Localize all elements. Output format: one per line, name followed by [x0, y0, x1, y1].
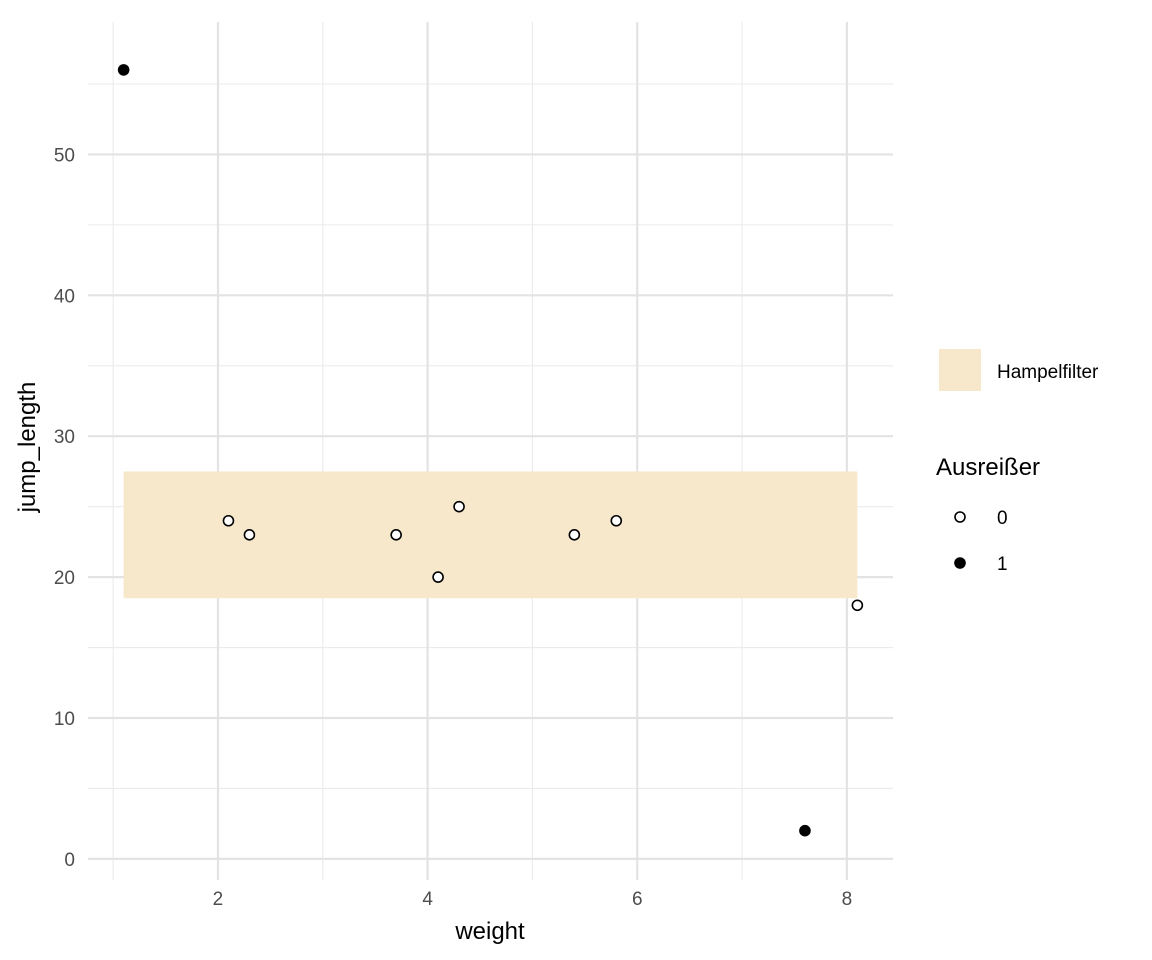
x-tick-label: 6 — [632, 889, 643, 910]
inlier-point — [243, 529, 256, 541]
y-tick-label: 50 — [54, 145, 75, 166]
inlier-point — [610, 514, 623, 527]
legend-band-label: Hampelfilter — [997, 362, 1099, 383]
x-tick-label: 8 — [842, 889, 853, 910]
inlier-point — [851, 599, 864, 612]
inlier-point — [568, 529, 581, 541]
legend: Hampelfilter Ausreißer 0 1 — [936, 349, 1099, 575]
y-tick-label: 10 — [54, 709, 75, 730]
legend-label-1: 1 — [997, 554, 1008, 575]
inlier-point — [453, 500, 465, 513]
y-tick-label: 40 — [54, 286, 75, 307]
hampel-band-layer — [123, 471, 858, 599]
legend-label-0: 0 — [997, 508, 1008, 529]
inlier-point — [222, 514, 235, 527]
y-tick-label: 0 — [64, 850, 75, 871]
x-tick-labels: 2 4 6 8 — [213, 889, 852, 910]
legend-key-1-icon — [954, 557, 966, 569]
legend-key-0-icon — [954, 511, 966, 523]
x-tick-label: 2 — [213, 889, 224, 910]
grid-lines — [88, 22, 893, 880]
legend-title: Ausreißer — [936, 454, 1040, 481]
inlier-point — [432, 571, 444, 583]
hampel-band — [123, 471, 858, 599]
outlier-point — [799, 824, 811, 837]
x-tick-label: 4 — [422, 889, 433, 910]
inlier-point — [390, 529, 402, 541]
legend-band-key — [939, 349, 981, 391]
data-points — [117, 64, 864, 837]
y-tick-labels: 0 10 20 30 40 50 — [54, 145, 75, 870]
y-tick-label: 30 — [54, 427, 75, 448]
y-axis-title: jump_length — [14, 382, 41, 514]
x-axis-title: weight — [454, 918, 525, 945]
outlier-point — [117, 64, 130, 76]
y-tick-label: 20 — [54, 568, 75, 589]
